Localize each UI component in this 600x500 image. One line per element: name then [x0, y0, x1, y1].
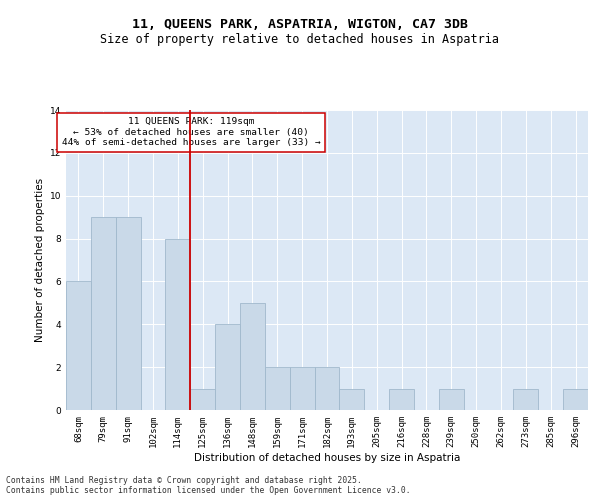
Bar: [514, 388, 538, 410]
Bar: [314, 367, 340, 410]
Y-axis label: Number of detached properties: Number of detached properties: [35, 178, 46, 342]
Bar: [265, 367, 290, 410]
Bar: [91, 217, 116, 410]
Bar: [240, 303, 265, 410]
Bar: [563, 388, 588, 410]
Bar: [116, 217, 140, 410]
Bar: [215, 324, 240, 410]
Text: 11, QUEENS PARK, ASPATRIA, WIGTON, CA7 3DB: 11, QUEENS PARK, ASPATRIA, WIGTON, CA7 3…: [132, 18, 468, 30]
Bar: [439, 388, 464, 410]
Bar: [290, 367, 314, 410]
Bar: [190, 388, 215, 410]
Bar: [66, 282, 91, 410]
Bar: [166, 238, 190, 410]
X-axis label: Distribution of detached houses by size in Aspatria: Distribution of detached houses by size …: [194, 452, 460, 462]
Text: Contains HM Land Registry data © Crown copyright and database right 2025.
Contai: Contains HM Land Registry data © Crown c…: [6, 476, 410, 495]
Text: 11 QUEENS PARK: 119sqm
← 53% of detached houses are smaller (40)
44% of semi-det: 11 QUEENS PARK: 119sqm ← 53% of detached…: [62, 118, 320, 148]
Bar: [389, 388, 414, 410]
Text: Size of property relative to detached houses in Aspatria: Size of property relative to detached ho…: [101, 32, 499, 46]
Bar: [340, 388, 364, 410]
